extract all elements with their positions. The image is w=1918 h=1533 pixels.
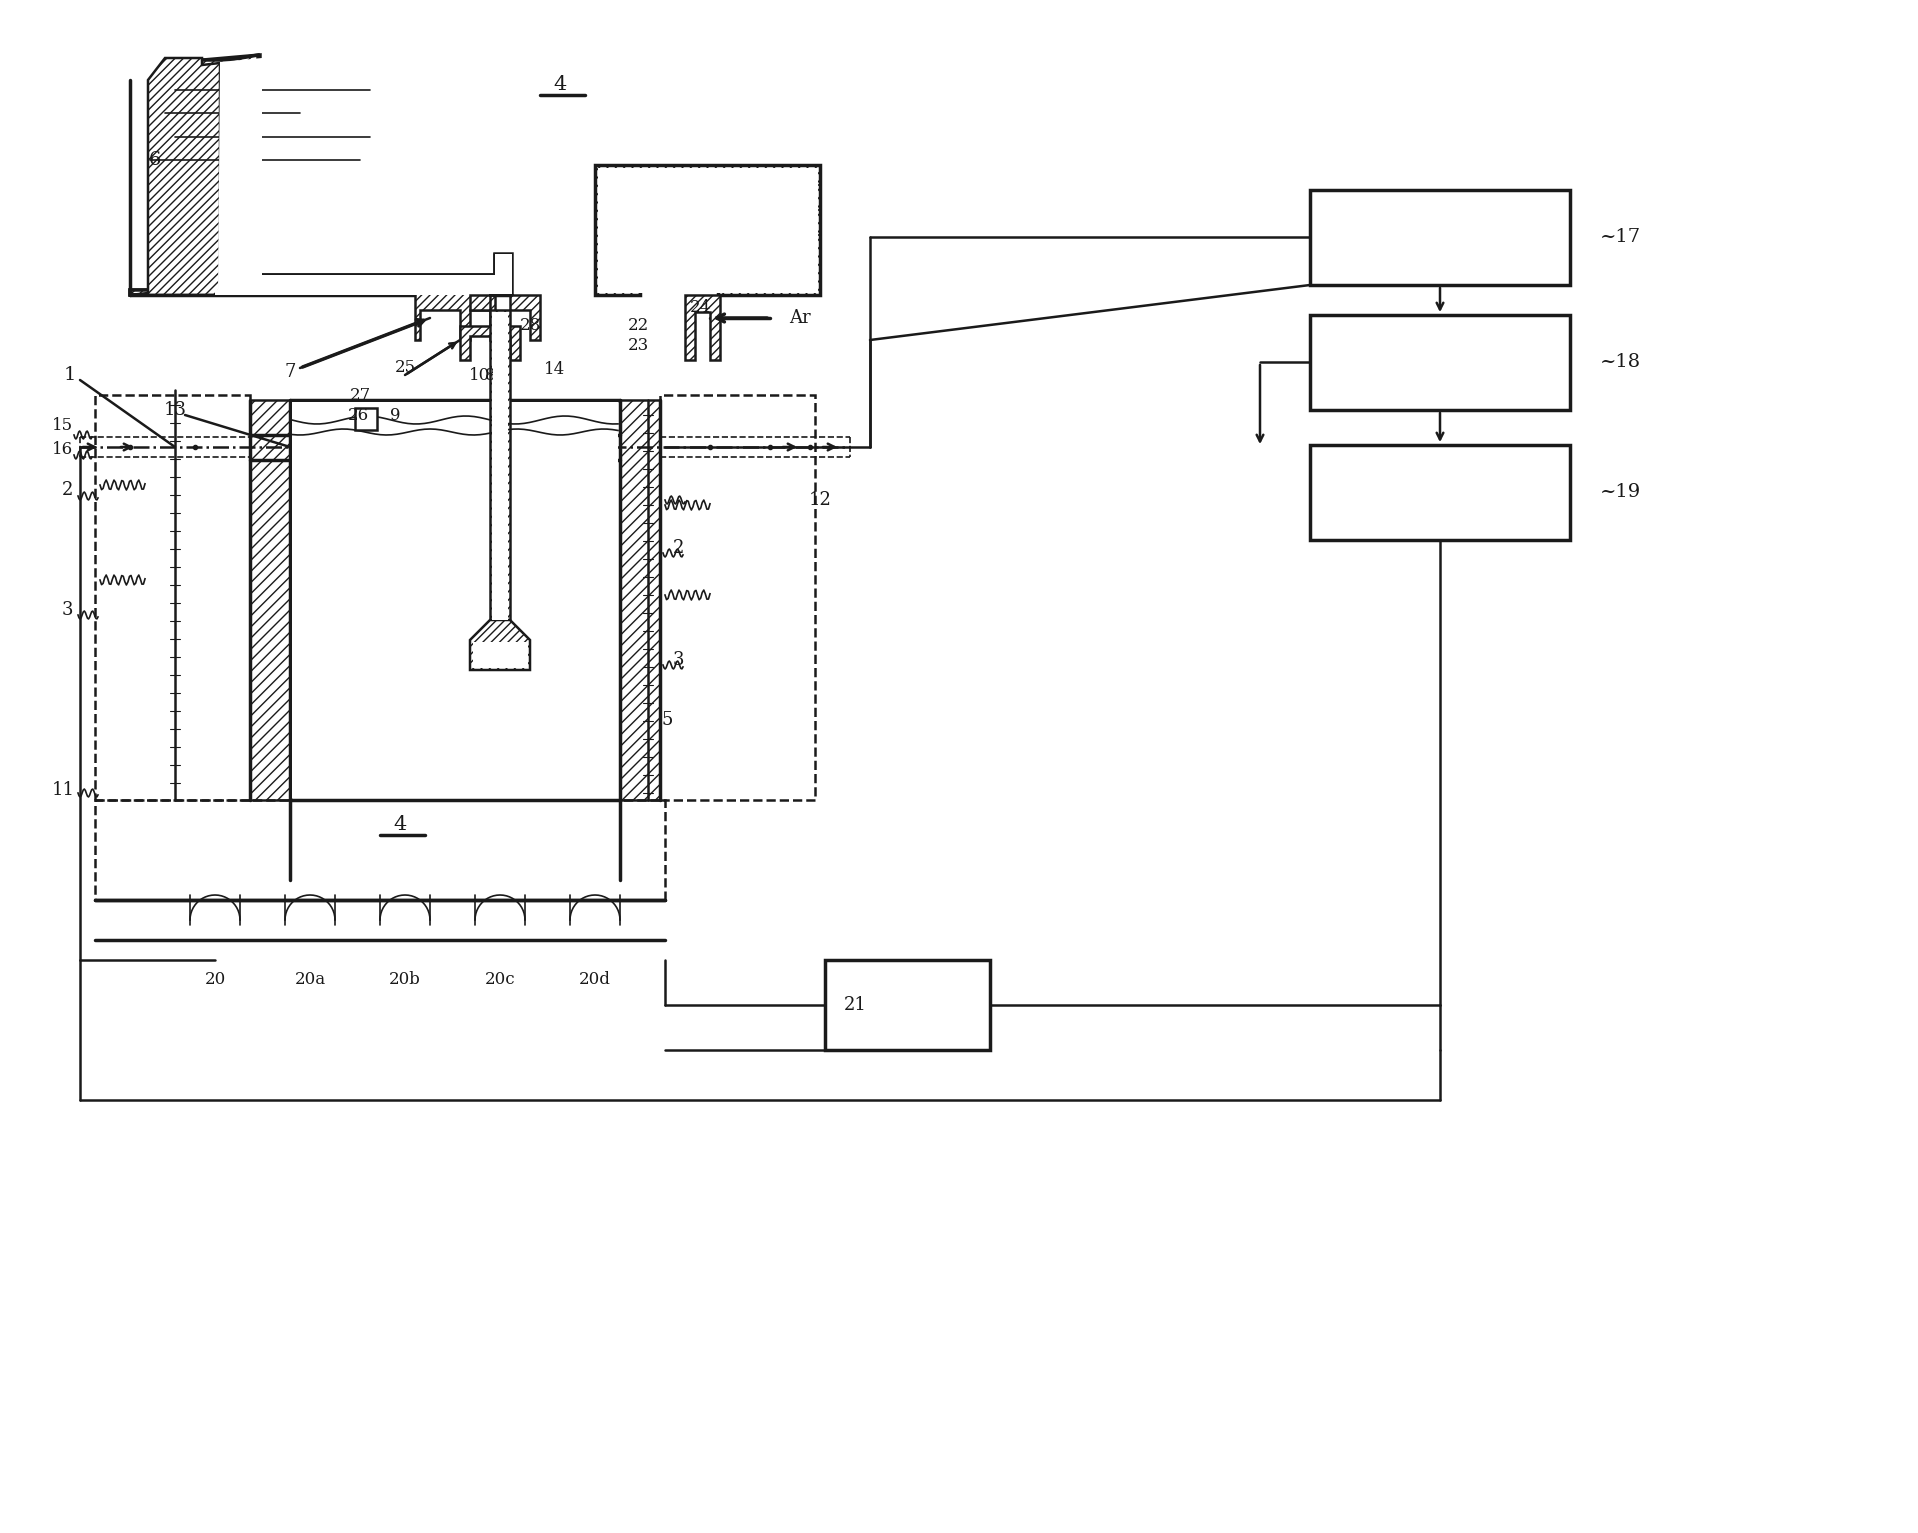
Text: Ar: Ar	[788, 310, 811, 327]
Text: 6: 6	[150, 150, 161, 169]
Text: 20c: 20c	[485, 972, 516, 989]
Bar	[825, 960, 990, 1050]
Bar	[292, 402, 618, 799]
Text: 20a: 20a	[295, 972, 326, 989]
Polygon shape	[460, 327, 520, 360]
Text: 22: 22	[627, 316, 648, 334]
Bar	[1310, 190, 1571, 285]
Text: 26: 26	[347, 406, 368, 423]
Text: 27: 27	[349, 386, 370, 403]
Text: 4: 4	[554, 75, 566, 95]
Polygon shape	[489, 310, 510, 619]
Text: 3: 3	[61, 601, 73, 619]
Polygon shape	[219, 58, 495, 293]
Text: 24: 24	[689, 299, 712, 316]
Polygon shape	[470, 294, 541, 340]
Bar	[96, 396, 249, 800]
Text: 15: 15	[52, 417, 73, 434]
Bar	[493, 313, 508, 619]
Polygon shape	[620, 400, 660, 800]
Text: 9: 9	[389, 406, 401, 423]
Text: 8: 8	[485, 366, 495, 383]
Text: 20d: 20d	[579, 972, 612, 989]
Text: 14: 14	[545, 362, 566, 379]
Text: 5: 5	[662, 711, 673, 730]
Bar	[660, 396, 815, 800]
Text: 25: 25	[395, 360, 416, 377]
Polygon shape	[215, 254, 512, 294]
Text: ~19: ~19	[1600, 483, 1642, 501]
Text: 11: 11	[52, 780, 75, 799]
Polygon shape	[414, 293, 495, 340]
Text: 1: 1	[63, 366, 77, 383]
Text: ~17: ~17	[1600, 228, 1642, 245]
Text: 2: 2	[61, 481, 73, 500]
Bar	[1310, 314, 1571, 409]
Polygon shape	[130, 58, 221, 294]
Text: 13: 13	[163, 402, 186, 419]
Text: 7: 7	[284, 363, 295, 382]
Bar	[474, 642, 527, 668]
Bar	[493, 313, 506, 618]
Polygon shape	[685, 294, 719, 360]
Text: 2: 2	[673, 540, 685, 556]
Text: 12: 12	[809, 491, 830, 509]
Text: 28: 28	[520, 316, 541, 334]
Text: 16: 16	[52, 442, 73, 458]
Bar	[96, 800, 666, 900]
Polygon shape	[470, 619, 529, 670]
Text: 21: 21	[844, 996, 867, 1013]
Polygon shape	[130, 55, 512, 294]
Text: 23: 23	[627, 337, 648, 354]
Bar	[355, 408, 378, 429]
Text: 20b: 20b	[389, 972, 420, 989]
Polygon shape	[595, 166, 821, 294]
Polygon shape	[249, 400, 290, 800]
Text: 20: 20	[205, 972, 226, 989]
Text: 10: 10	[470, 366, 491, 383]
Text: ~18: ~18	[1600, 353, 1642, 371]
Bar	[1310, 445, 1571, 540]
Polygon shape	[598, 169, 817, 293]
Polygon shape	[130, 55, 510, 294]
Text: 3: 3	[673, 652, 685, 668]
Text: 4: 4	[393, 816, 407, 834]
